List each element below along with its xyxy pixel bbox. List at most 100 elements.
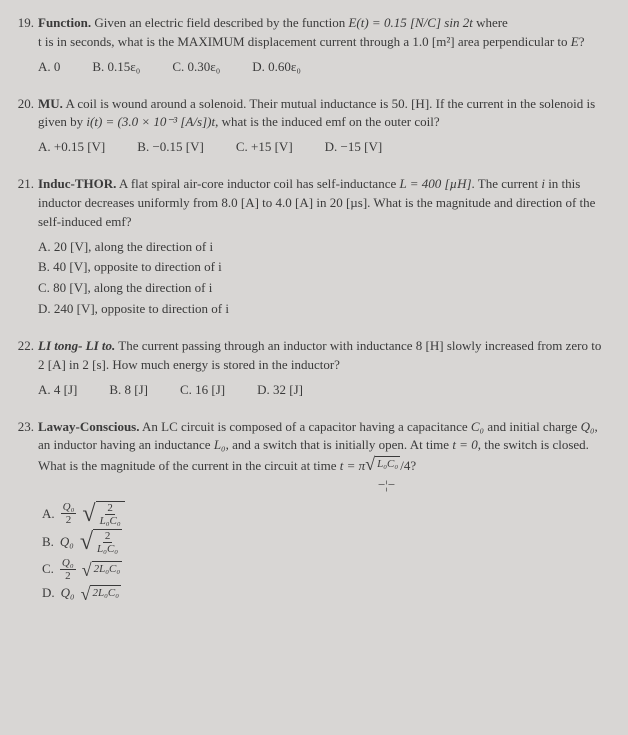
question-title: MU. (38, 96, 63, 111)
formula: C₀ (471, 419, 484, 434)
option-d: D. 0.60ε₀ (252, 58, 301, 77)
radical-icon: √ (81, 585, 91, 603)
sqrt: √ 2L₀C₀ (81, 585, 122, 603)
question-title: Laway-Conscious. (38, 419, 140, 434)
question-number: 23. (12, 418, 38, 495)
option-b: B. 40 [V], opposite to direction of i (38, 258, 608, 277)
option-label: D. (42, 584, 55, 603)
sqrt: √ 2 L₀C₀ (82, 501, 124, 527)
option-b: B. 0.15ε₀ (92, 58, 140, 77)
fraction: 2 L₀C₀ (98, 502, 123, 527)
option-c: C. 80 [V], along the direction of i (38, 279, 608, 298)
radical-icon: √ (82, 561, 92, 579)
text: where (473, 15, 508, 30)
options-col: A. 20 [V], along the direction of i B. 4… (38, 238, 608, 319)
text: , what is the induced emf on the outer c… (215, 114, 440, 129)
text: Given an electric field described by the… (91, 15, 348, 30)
option-label: C. (42, 560, 54, 579)
option-a: A. 4 [J] (38, 381, 77, 400)
option-d: D. −15 [V] (325, 138, 383, 157)
frac-num: 2 (103, 530, 113, 543)
coef: Q₀ (60, 533, 74, 552)
options-row: A. 0 B. 0.15ε₀ C. 0.30ε₀ D. 0.60ε₀ (38, 58, 608, 77)
option-c: C. Q₀ 2 √ 2L₀C₀ (42, 557, 608, 582)
option-c: C. +15 [V] (236, 138, 293, 157)
rad-arg: 2 L₀C₀ (93, 529, 122, 555)
question-body: Laway-Conscious. An LC circuit is compos… (38, 418, 608, 495)
option-d: D. Q₀ √ 2L₀C₀ (42, 584, 608, 603)
options-row: A. +0.15 [V] B. −0.15 [V] C. +15 [V] D. … (38, 138, 608, 157)
coef: Q₀ (61, 584, 75, 603)
fraction: Q₀ 2 (60, 557, 76, 582)
sqrt: √ 2L₀C₀ (82, 561, 123, 579)
options-row: A. 4 [J] B. 8 [J] C. 16 [J] D. 32 [J] (38, 381, 608, 400)
formula: t = π (340, 458, 365, 473)
question-title: LI tong- LI to. (38, 338, 115, 353)
fraction: Q₀ 2 (61, 501, 77, 526)
formula: i(t) = (3.0 × 10⁻³ [A/s])t (86, 114, 215, 129)
question-body: MU. A coil is wound around a solenoid. T… (38, 95, 608, 133)
rad-arg: 2L₀C₀ (92, 561, 123, 578)
question-19: 19. Function. Given an electric field de… (12, 14, 608, 77)
frac-den: 2 (64, 514, 74, 526)
question-title: Induc-THOR. (38, 176, 116, 191)
rad-arg: 2 L₀C₀ (96, 501, 125, 527)
frac-den: L₀C₀ (95, 543, 120, 555)
text: and initial charge (484, 419, 581, 434)
option-b: B. −0.15 [V] (137, 138, 204, 157)
radical-icon: √ (82, 502, 95, 526)
text: t is in seconds, what is the MAXIMUM dis… (38, 34, 571, 49)
text: A flat spiral air-core inductor coil has… (116, 176, 399, 191)
option-a: A. 0 (38, 58, 60, 77)
option-label: A. (42, 505, 55, 524)
options-col: A. Q₀ 2 √ 2 L₀C₀ B. Q₀ √ (42, 501, 608, 603)
frac-num: Q₀ (60, 557, 76, 570)
question-23: 23. Laway-Conscious. An LC circuit is co… (12, 418, 608, 604)
question-body: LI tong- LI to. The current passing thro… (38, 337, 608, 375)
question-22: 22. LI tong- LI to. The current passing … (12, 337, 608, 400)
rad-arg: L₀C₀ (375, 456, 400, 473)
option-a: A. +0.15 [V] (38, 138, 105, 157)
radical-icon: √ (365, 455, 375, 473)
text: The current passing through an inductor … (38, 338, 601, 372)
option-c: C. 0.30ε₀ (172, 58, 220, 77)
frac-den: 2 (63, 570, 73, 582)
formula: Q₀ (581, 419, 595, 434)
hint-mark: −¦− (378, 477, 395, 492)
option-b: B. 8 [J] (109, 381, 148, 400)
frac-num: Q₀ (61, 501, 77, 514)
question-20: 20. MU. A coil is wound around a solenoi… (12, 95, 608, 158)
sqrt: √ 2 L₀C₀ (80, 529, 122, 555)
question-number: 20. (12, 95, 38, 133)
formula: E(t) = 0.15 [N/C] sin 2t (348, 15, 472, 30)
option-label: B. (42, 533, 54, 552)
text: An LC circuit is composed of a capacitor… (140, 419, 471, 434)
option-d: D. 240 [V], opposite to direction of i (38, 300, 608, 319)
question-title: Function. (38, 15, 91, 30)
question-body: Function. Given an electric field descri… (38, 14, 608, 52)
radical-icon: √ (80, 530, 93, 554)
option-a: A. Q₀ 2 √ 2 L₀C₀ (42, 501, 608, 527)
option-d: D. 32 [J] (257, 381, 303, 400)
question-number: 22. (12, 337, 38, 375)
formula: L = 400 [µH] (400, 176, 472, 191)
question-body: Induc-THOR. A flat spiral air-core induc… (38, 175, 608, 232)
option-b: B. Q₀ √ 2 L₀C₀ (42, 529, 608, 555)
sqrt: √L₀C₀ (365, 455, 400, 473)
fraction: 2 L₀C₀ (95, 530, 120, 555)
rad-arg: 2L₀C₀ (90, 585, 121, 602)
question-21: 21. Induc-THOR. A flat spiral air-core i… (12, 175, 608, 319)
text: ? (579, 34, 585, 49)
text: /4? (400, 458, 416, 473)
text: . The current (472, 176, 542, 191)
frac-num: 2 (105, 502, 115, 515)
question-number: 19. (12, 14, 38, 52)
text: , and a switch that is initially open. A… (226, 437, 453, 452)
frac-den: L₀C₀ (98, 515, 123, 527)
question-number: 21. (12, 175, 38, 232)
option-a: A. 20 [V], along the direction of i (38, 238, 608, 257)
formula: E (571, 34, 579, 49)
formula: L₀ (214, 437, 226, 452)
option-c: C. 16 [J] (180, 381, 225, 400)
formula: t = 0 (452, 437, 477, 452)
